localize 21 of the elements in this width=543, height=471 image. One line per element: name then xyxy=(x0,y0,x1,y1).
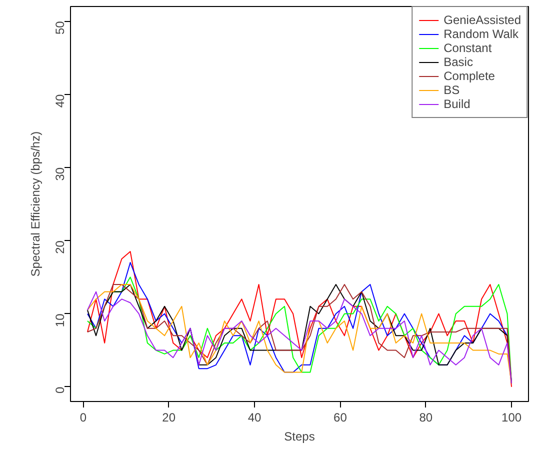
y-tick-label: 10 xyxy=(53,313,67,328)
y-tick-label: 30 xyxy=(53,167,67,181)
legend-label: Basic xyxy=(444,55,473,69)
x-tick-label: 100 xyxy=(502,410,522,424)
x-axis-title: Steps xyxy=(284,430,315,444)
x-tick-label: 40 xyxy=(248,410,262,424)
x-tick-label: 0 xyxy=(80,410,87,424)
x-tick-label: 60 xyxy=(334,410,348,424)
legend-label: BS xyxy=(444,83,461,97)
legend-label: Build xyxy=(444,97,470,111)
legend-label: Complete xyxy=(444,69,495,83)
legend-label: Random Walk xyxy=(444,27,519,41)
x-tick-label: 80 xyxy=(419,410,433,424)
y-tick-label: 40 xyxy=(53,94,67,108)
x-tick-label: 20 xyxy=(162,410,176,424)
legend-label: GenieAssisted xyxy=(444,13,521,27)
legend-label: Constant xyxy=(444,41,492,55)
y-axis-title: Spectral Efficiency (bps/hz) xyxy=(28,131,42,277)
y-tick-label: 20 xyxy=(53,240,67,254)
y-tick-label: 50 xyxy=(53,20,67,34)
y-tick-label: 0 xyxy=(53,386,67,394)
